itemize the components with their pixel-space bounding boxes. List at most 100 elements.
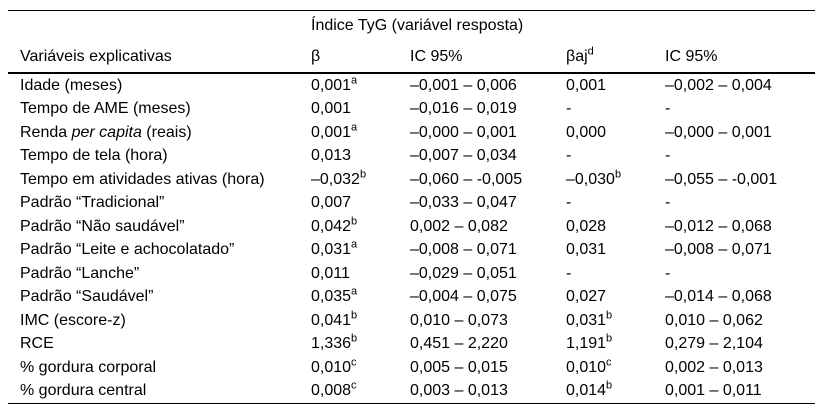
variable-cell: Padrão “Tradicional”	[8, 192, 311, 216]
col-header-variables: Variáveis explicativas	[8, 41, 311, 74]
beta-cell: 0,010c	[311, 356, 410, 380]
cell-value: –0,016 – 0,019	[410, 100, 517, 118]
variable-label: % gordura corporal	[20, 358, 157, 376]
variable-label: Tempo de tela (hora)	[20, 147, 168, 165]
ic95-adjusted-cell: –0,014 – 0,068	[665, 286, 815, 310]
variable-label: % gordura central	[20, 382, 147, 400]
variable-cell: Renda per capita (reais)	[8, 121, 311, 145]
beta-cell: 1,336b	[311, 333, 410, 357]
table-row: Padrão “Lanche” 0,011 –0,029 – 0,051 - -	[8, 262, 815, 286]
significance-superscript: b	[606, 332, 613, 345]
table-row: RCE 1,336b 0,451 – 2,220 1,191b 0,279 – 2,10…	[8, 333, 815, 357]
variable-cell: RCE	[8, 333, 311, 357]
col-header-beta-adjusted: βajd	[566, 41, 665, 74]
significance-superscript: b	[351, 309, 358, 322]
beta-adj-superscript: d	[587, 45, 594, 58]
variable-label: Padrão “Lanche”	[20, 264, 140, 282]
significance-superscript: b	[351, 215, 358, 228]
variable-cell: Tempo em atividades ativas (hora)	[8, 168, 311, 192]
cell-value: –0,004 – 0,075	[410, 288, 517, 306]
cell-value: –0,030	[566, 170, 615, 188]
beta-cell: 0,035a	[311, 286, 410, 310]
cell-value: –0,032	[311, 170, 360, 188]
variable-label: Padrão “Não saudável”	[20, 217, 185, 235]
cell-value: –0,029 – 0,051	[410, 264, 517, 282]
beta-cell: 0,001	[311, 98, 410, 122]
cell-value: 0,013	[311, 147, 352, 165]
ic95-crude-cell: 0,002 – 0,082	[410, 215, 566, 239]
variable-label: RCE	[20, 335, 54, 353]
variable-label: Padrão “Tradicional”	[20, 194, 165, 212]
cell-value: 0,010	[311, 358, 352, 376]
cell-value: 0,000	[566, 123, 607, 141]
ic95-adjusted-cell: –0,002 – 0,004	[665, 73, 815, 98]
ic95-crude-cell: –0,033 – 0,047	[410, 192, 566, 216]
significance-superscript: b	[359, 168, 367, 181]
cell-value: 0,041	[311, 311, 352, 329]
cell-value: –0,008 – 0,071	[410, 241, 517, 259]
variable-label: Padrão “Saudável”	[20, 288, 154, 306]
cell-value: 0,010	[566, 358, 607, 376]
ic95-crude-cell: –0,000 – 0,001	[410, 121, 566, 145]
table-row: Padrão “Leite e achocolatado” 0,031a –0,00…	[8, 239, 815, 263]
cell-value: 0,451 – 2,220	[410, 335, 508, 353]
ic95-crude-cell: –0,001 – 0,006	[410, 73, 566, 98]
beta-adjusted-cell: 0,031	[566, 239, 665, 263]
ic95-adjusted-cell: -	[665, 192, 815, 216]
ic95-adjusted-cell: -	[665, 98, 815, 122]
beta-cell: 0,031a	[311, 239, 410, 263]
cell-value: 0,031	[311, 241, 352, 259]
cell-value: 0,010 – 0,062	[665, 311, 763, 329]
response-variable-header: Índice TyG (variável resposta)	[311, 17, 524, 34]
cell-value: 0,005 – 0,015	[410, 358, 508, 376]
cell-value: –0,007 – 0,034	[410, 147, 517, 165]
beta-cell: 0,007	[311, 192, 410, 216]
cell-value: -	[566, 100, 572, 118]
ic95-adjusted-cell: 0,010 – 0,062	[665, 309, 815, 333]
table-row: Tempo em atividades ativas (hora) –0,032b…	[8, 168, 815, 192]
variable-label: IMC (escore-z)	[20, 311, 126, 329]
cell-value: 0,001	[311, 100, 352, 118]
beta-adjusted-cell: 0,014b	[566, 380, 665, 404]
ic95-crude-cell: –0,007 – 0,034	[410, 145, 566, 169]
cell-value: –0,012 – 0,068	[665, 217, 772, 235]
variable-cell: % gordura corporal	[8, 356, 311, 380]
cell-value: 0,002 – 0,082	[410, 217, 508, 235]
table-row: Padrão “Tradicional” 0,007 –0,033 – 0,047 -…	[8, 192, 815, 216]
cell-value: 0,003 – 0,013	[410, 382, 508, 400]
beta-cell: 0,042b	[311, 215, 410, 239]
variable-cell: Idade (meses)	[8, 73, 311, 98]
ic95-crude-cell: 0,003 – 0,013	[410, 380, 566, 404]
cell-value: -	[566, 264, 572, 282]
significance-superscript: a	[351, 121, 358, 134]
ic95-crude-cell: 0,451 – 2,220	[410, 333, 566, 357]
ic95-crude-cell: –0,060 – -0,005	[410, 168, 566, 192]
col-header-ic95-crude: IC 95%	[410, 41, 566, 74]
cell-value: 0,042	[311, 217, 352, 235]
table-row: Tempo de AME (meses) 0,001 –0,016 – 0,019 -…	[8, 98, 815, 122]
variable-label: Tempo de AME (meses)	[20, 100, 191, 118]
cell-value: 0,031	[566, 311, 607, 329]
variable-cell: Padrão “Saudável”	[8, 286, 311, 310]
response-variable-header-row: Índice TyG (variável resposta)	[8, 11, 815, 42]
significance-superscript: a	[351, 285, 358, 298]
cell-value: –0,055 – -0,001	[665, 170, 778, 188]
beta-adjusted-cell: 1,191b	[566, 333, 665, 357]
variable-label: (reais)	[141, 123, 192, 141]
cell-value: –0,000 – 0,001	[665, 123, 772, 141]
beta-adj-label: βaj	[566, 47, 588, 65]
ic95-crude-cell: 0,005 – 0,015	[410, 356, 566, 380]
cell-value: 0,027	[566, 288, 607, 306]
beta-adjusted-cell: 0,010c	[566, 356, 665, 380]
table-row: % gordura central 0,008c 0,003 – 0,013 0,01…	[8, 380, 815, 404]
beta-cell: 0,001a	[311, 73, 410, 98]
cell-value: 0,001	[311, 76, 352, 94]
cell-value: -	[665, 194, 671, 212]
empty-header-cell	[8, 11, 311, 42]
cell-value: 0,028	[566, 217, 607, 235]
cell-value: -	[566, 194, 572, 212]
ic95-crude-cell: –0,004 – 0,075	[410, 286, 566, 310]
table-row: Idade (meses) 0,001a –0,001 – 0,006 0,001 –0…	[8, 73, 815, 98]
cell-value: –0,014 – 0,068	[665, 288, 772, 306]
col-header-ic95-adjusted: IC 95%	[665, 41, 816, 74]
